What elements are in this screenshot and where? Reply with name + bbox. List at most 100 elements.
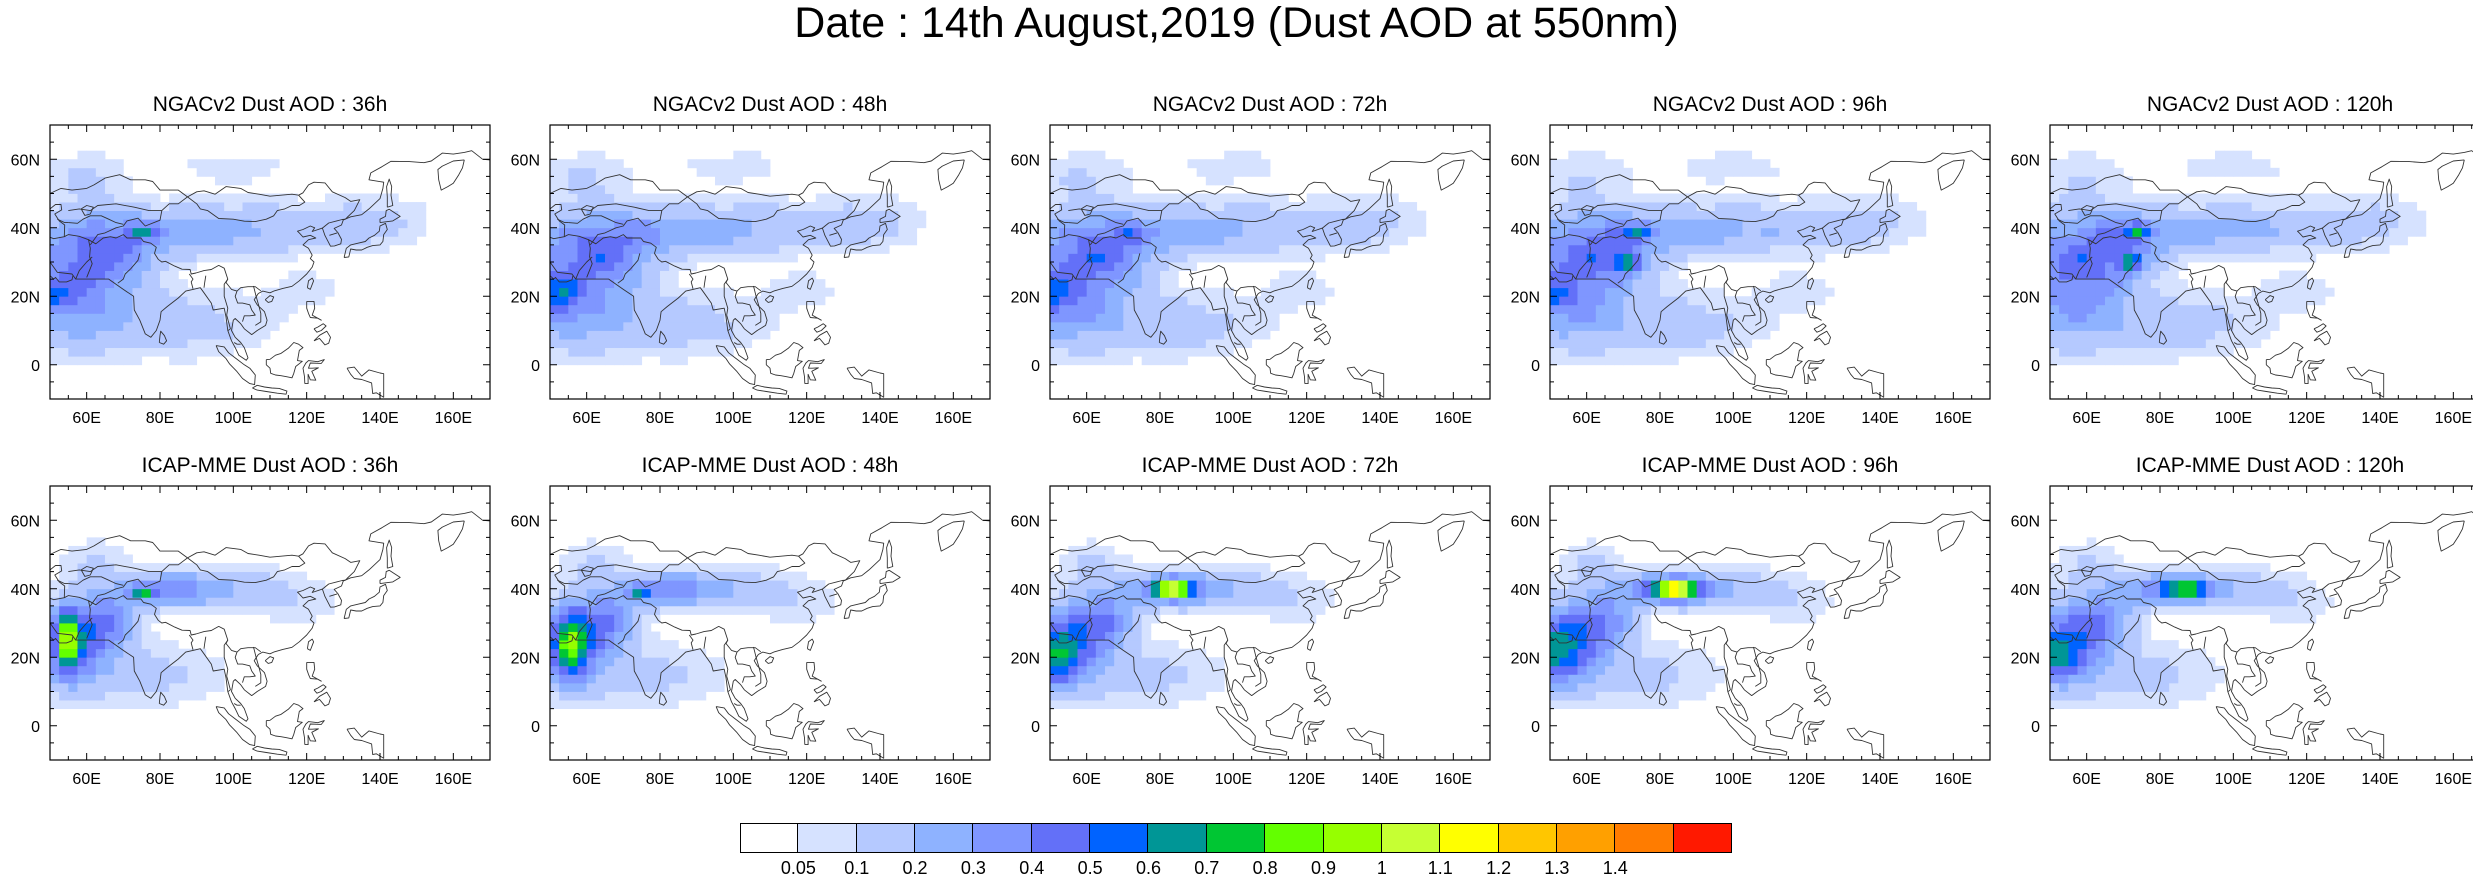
aod-cell (1325, 211, 1335, 220)
aod-cell (2197, 348, 2207, 357)
aod-cell (1660, 348, 1670, 357)
aod-cell (270, 219, 280, 228)
aod-cell (2160, 271, 2170, 280)
aod-cell (614, 674, 624, 683)
x-tick-label: 80E (146, 771, 174, 788)
aod-cell (614, 313, 624, 322)
map-outline (2303, 360, 2324, 384)
aod-cell (1559, 168, 1569, 177)
map-outline (2314, 331, 2331, 345)
aod-cell (2197, 322, 2207, 331)
aod-cell (1078, 313, 1088, 322)
aod-cell (733, 563, 743, 572)
aod-cell (1623, 348, 1633, 357)
aod-cell (1288, 228, 1298, 237)
aod-cell (1123, 194, 1133, 203)
aod-cell (1325, 202, 1335, 211)
aod-cell (1380, 236, 1390, 245)
aod-cell (1706, 313, 1716, 322)
aod-cell (1587, 279, 1597, 288)
aod-cell (559, 271, 569, 280)
aod-cell (596, 580, 606, 589)
aod-cell (651, 279, 661, 288)
aod-cell (206, 159, 216, 168)
aod-cell (2096, 313, 2106, 322)
aod-cell (59, 700, 69, 709)
aod-cell (1243, 194, 1253, 203)
aod-cell (50, 202, 60, 211)
aod-cell (1206, 313, 1216, 322)
aod-cell (178, 563, 188, 572)
aod-cell (2362, 219, 2372, 228)
aod-cell (142, 589, 152, 598)
aod-cell (623, 279, 633, 288)
aod-cell (1770, 202, 1780, 211)
aod-cell (105, 194, 115, 203)
aod-cell (697, 657, 707, 666)
map-outline (847, 367, 884, 397)
aod-cell (1206, 219, 1216, 228)
aod-cell (87, 589, 97, 598)
aod-cell (688, 674, 698, 683)
aod-cell (706, 159, 716, 168)
aod-cell (1770, 211, 1780, 220)
aod-cell (2316, 296, 2326, 305)
aod-cell (105, 356, 115, 365)
aod-cell (2178, 245, 2188, 254)
aod-cell (1068, 339, 1078, 348)
aod-cell (724, 228, 734, 237)
aod-cell (2307, 253, 2317, 262)
aod-cell (1825, 194, 1835, 203)
aod-cell (578, 313, 588, 322)
aod-cell (114, 700, 124, 709)
aod-cell (325, 211, 335, 220)
aod-cell (596, 339, 606, 348)
y-tick-label: 20N (511, 289, 540, 306)
aod-cell (2188, 296, 2198, 305)
aod-cell (1096, 623, 1106, 632)
aod-cell (605, 683, 615, 692)
aod-cell (1105, 219, 1115, 228)
aod-cell (1614, 322, 1624, 331)
aod-cell (1706, 339, 1716, 348)
aod-cell (688, 683, 698, 692)
aod-cell (114, 666, 124, 675)
aod-cell (1578, 331, 1588, 340)
aod-cell (1160, 348, 1170, 357)
aod-cell (614, 623, 624, 632)
aod-cell (160, 640, 170, 649)
aod-cell (1123, 253, 1133, 262)
aod-cell (160, 271, 170, 280)
aod-cell (2133, 288, 2143, 297)
aod-cell (279, 305, 289, 314)
aod-cell (1743, 211, 1753, 220)
aod-cell (660, 683, 670, 692)
aod-cell (587, 589, 597, 598)
aod-cell (1215, 296, 1225, 305)
aod-cell (123, 296, 133, 305)
aod-cell (87, 305, 97, 314)
aod-cell (2087, 313, 2097, 322)
aod-cell (2252, 339, 2262, 348)
aod-cell (2215, 159, 2225, 168)
aod-cell (779, 580, 789, 589)
aod-cell (743, 151, 753, 160)
aod-cell (1050, 692, 1060, 701)
aod-cell (151, 674, 161, 683)
aod-cell (105, 623, 115, 632)
aod-cell (1678, 296, 1688, 305)
aod-cell (1160, 245, 1170, 254)
aod-cell (87, 674, 97, 683)
aod-cell (1660, 228, 1670, 237)
aod-cell (2243, 245, 2253, 254)
aod-cell (1642, 339, 1652, 348)
aod-cell (715, 580, 725, 589)
aod-cell (1605, 168, 1615, 177)
aod-cell (2417, 211, 2427, 220)
aod-cell (87, 692, 97, 701)
aod-cell (2298, 296, 2308, 305)
aod-cell (2114, 313, 2124, 322)
aod-cell (215, 322, 225, 331)
aod-cell (669, 313, 679, 322)
aod-cell (1059, 245, 1069, 254)
